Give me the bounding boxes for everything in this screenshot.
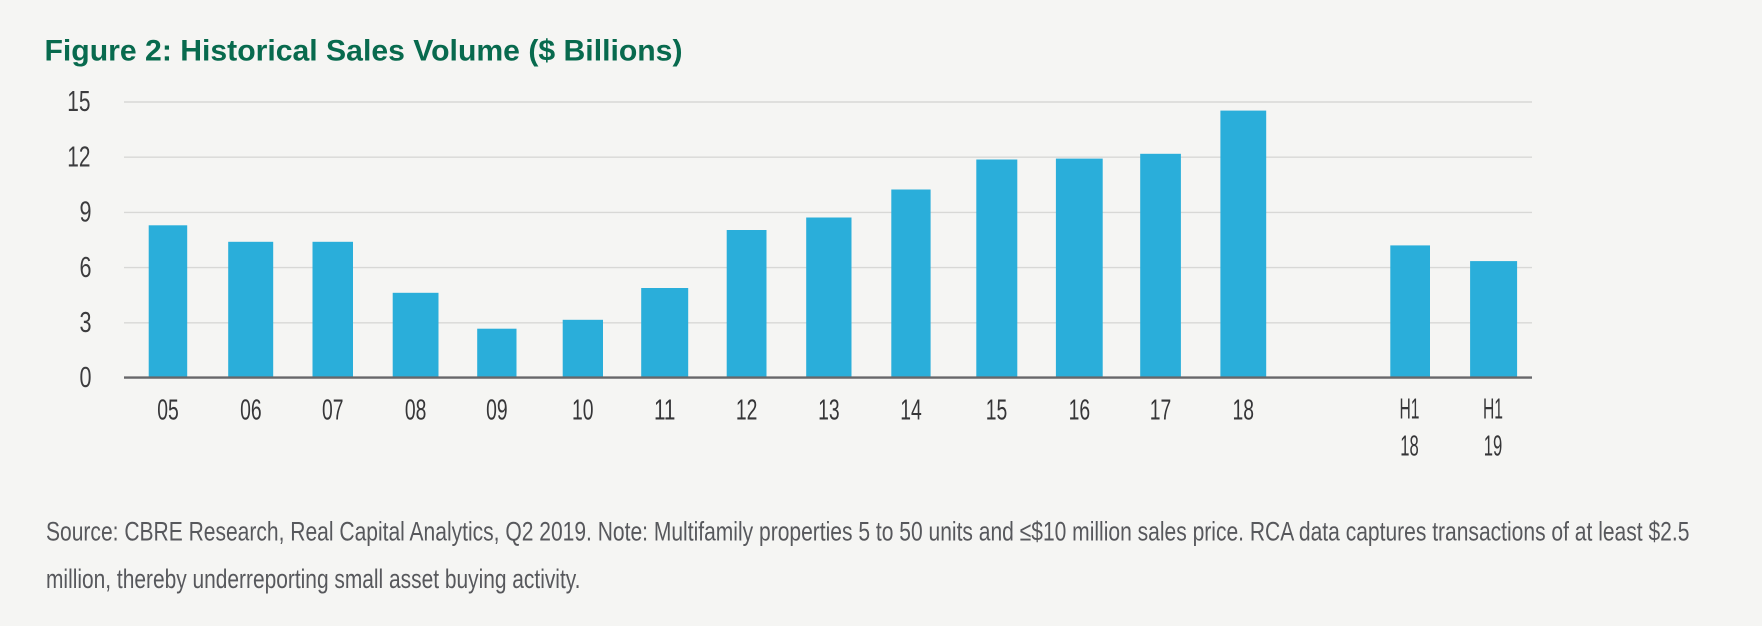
- svg-text:6: 6: [80, 252, 92, 284]
- svg-text:17: 17: [1150, 394, 1172, 426]
- svg-text:13: 13: [818, 394, 840, 426]
- svg-text:H1: H1: [1483, 394, 1503, 426]
- svg-text:million, thereby underreportin: million, thereby underreporting small as…: [46, 564, 581, 594]
- svg-text:H1: H1: [1400, 394, 1420, 426]
- svg-text:3: 3: [80, 307, 92, 339]
- svg-text:08: 08: [405, 394, 427, 426]
- svg-text:18: 18: [1233, 394, 1255, 426]
- svg-text:0: 0: [80, 362, 92, 394]
- svg-text:09: 09: [486, 394, 508, 426]
- svg-text:12: 12: [736, 394, 758, 426]
- svg-text:15: 15: [986, 394, 1008, 426]
- svg-text:05: 05: [157, 394, 179, 426]
- svg-text:12: 12: [67, 141, 90, 173]
- svg-text:Source: CBRE Research, Real Ca: Source: CBRE Research, Real Capital Anal…: [46, 517, 1689, 547]
- svg-text:11: 11: [654, 394, 676, 426]
- svg-text:10: 10: [572, 394, 594, 426]
- svg-text:19: 19: [1484, 431, 1503, 463]
- svg-text:14: 14: [900, 394, 922, 426]
- svg-text:07: 07: [322, 394, 344, 426]
- svg-text:06: 06: [240, 394, 262, 426]
- svg-text:16: 16: [1069, 394, 1091, 426]
- svg-text:18: 18: [1400, 431, 1419, 463]
- svg-text:Figure 2: Historical Sales Vol: Figure 2: Historical Sales Volume ($ Bil…: [45, 35, 683, 68]
- svg-text:15: 15: [67, 86, 90, 118]
- svg-text:9: 9: [80, 197, 92, 229]
